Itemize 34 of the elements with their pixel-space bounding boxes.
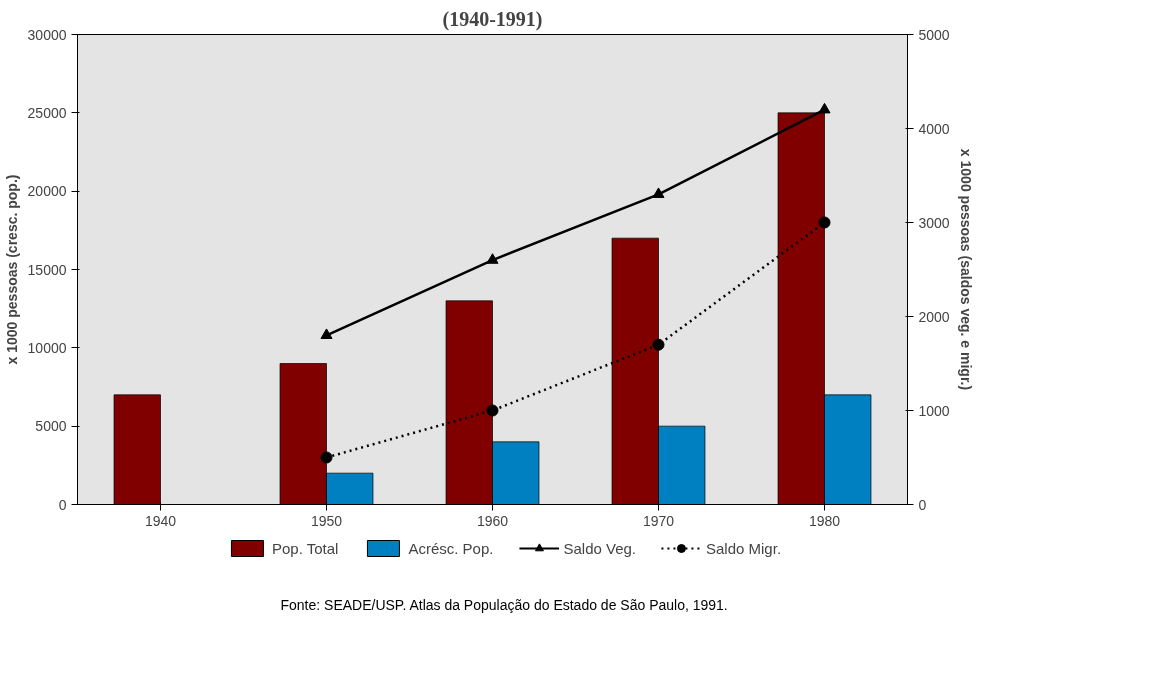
y-tick-label: 20000 bbox=[27, 183, 67, 200]
y2-tick-label: 0 bbox=[918, 496, 927, 513]
point bbox=[652, 338, 665, 351]
point bbox=[320, 328, 333, 339]
x-tick-label: 1970 bbox=[642, 512, 675, 529]
point bbox=[486, 253, 499, 264]
legend-label: Acrésc. Pop. bbox=[408, 539, 494, 557]
y-tick-label: 5000 bbox=[35, 418, 67, 435]
x-tick-label: 1940 bbox=[144, 512, 177, 529]
y-tick-label: 10000 bbox=[27, 339, 67, 356]
y2-tick-label: 5000 bbox=[918, 26, 950, 43]
y-tick-label: 0 bbox=[58, 496, 67, 513]
y-tick-label: 30000 bbox=[27, 26, 67, 43]
point bbox=[818, 216, 831, 229]
point bbox=[652, 187, 665, 198]
y2-tick-label: 1000 bbox=[918, 402, 950, 419]
y-tick-label: 25000 bbox=[27, 104, 67, 121]
legend-label: Saldo Veg. bbox=[563, 539, 637, 557]
y2-tick-label: 3000 bbox=[918, 214, 950, 231]
x-tick-label: 1950 bbox=[310, 512, 343, 529]
point bbox=[486, 404, 499, 417]
legend-label: Pop. Total bbox=[271, 539, 339, 557]
chart-title: (1940-1991) bbox=[442, 7, 543, 31]
point bbox=[320, 451, 333, 464]
y-tick-label: 15000 bbox=[27, 261, 67, 278]
legend-label: Saldo Migr. bbox=[706, 539, 782, 557]
y2-tick-label: 4000 bbox=[918, 120, 950, 137]
source-note: Fonte: SEADE/USP. Atlas da População do Estado de São Paulo, 1991. bbox=[280, 597, 728, 613]
y2-tick-label: 2000 bbox=[918, 308, 950, 325]
y2-axis-title: x 1000 pessoas (saldos veg. e migr.) bbox=[957, 148, 974, 391]
point bbox=[818, 102, 831, 114]
x-tick-label: 1960 bbox=[476, 512, 509, 529]
x-tick-label: 1980 bbox=[808, 512, 841, 529]
y-axis-title: x 1000 pessoas (cresc. pop.) bbox=[3, 174, 20, 365]
